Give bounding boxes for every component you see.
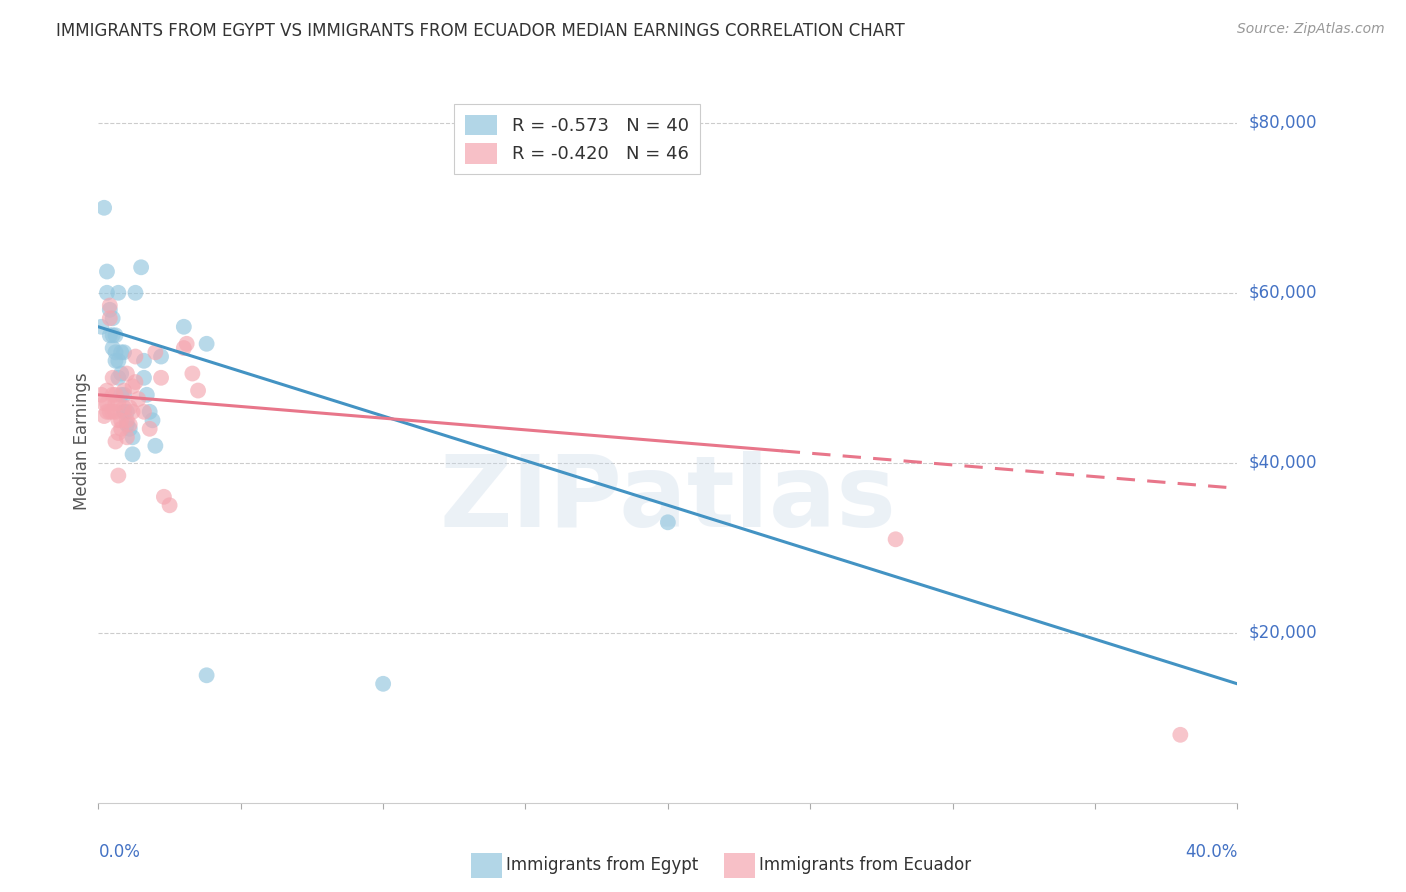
Point <box>195 668 218 682</box>
Point <box>104 345 127 359</box>
Point <box>118 422 141 436</box>
Point <box>93 396 115 410</box>
Point <box>90 388 112 402</box>
Point <box>112 405 135 419</box>
Point <box>96 396 118 410</box>
Point <box>104 434 127 449</box>
Point <box>173 341 195 355</box>
Point <box>153 490 176 504</box>
Point <box>124 350 146 364</box>
Point <box>98 302 121 317</box>
Text: IMMIGRANTS FROM EGYPT VS IMMIGRANTS FROM ECUADOR MEDIAN EARNINGS CORRELATION CHA: IMMIGRANTS FROM EGYPT VS IMMIGRANTS FROM… <box>56 22 905 40</box>
Point <box>98 328 121 343</box>
Point <box>101 388 124 402</box>
Point <box>657 516 679 530</box>
Point <box>145 345 167 359</box>
Point <box>132 353 155 368</box>
Point <box>107 413 129 427</box>
Point <box>115 405 138 419</box>
Point <box>96 384 118 398</box>
Point <box>93 201 115 215</box>
Point <box>104 353 127 368</box>
Point <box>121 405 143 419</box>
Point <box>135 388 157 402</box>
Point <box>112 388 135 402</box>
Point <box>107 468 129 483</box>
Text: Immigrants from Ecuador: Immigrants from Ecuador <box>759 856 972 874</box>
Point <box>118 401 141 415</box>
Text: $20,000: $20,000 <box>1249 624 1317 642</box>
Point <box>121 447 143 461</box>
Legend: R = -0.573   N = 40, R = -0.420   N = 46: R = -0.573 N = 40, R = -0.420 N = 46 <box>454 103 700 174</box>
Point <box>121 379 143 393</box>
Text: 0.0%: 0.0% <box>98 843 141 861</box>
Point <box>110 345 132 359</box>
Point <box>96 264 118 278</box>
Point <box>132 405 155 419</box>
Text: Source: ZipAtlas.com: Source: ZipAtlas.com <box>1237 22 1385 37</box>
Point <box>104 388 127 402</box>
Point <box>132 371 155 385</box>
Point <box>373 677 395 691</box>
Point <box>98 405 121 419</box>
Point <box>104 328 127 343</box>
Point <box>104 405 127 419</box>
Point <box>159 498 181 512</box>
Point <box>107 285 129 300</box>
Point <box>107 425 129 440</box>
Point <box>93 409 115 423</box>
Text: ZIPatlas: ZIPatlas <box>440 450 896 548</box>
Point <box>107 371 129 385</box>
Point <box>101 328 124 343</box>
Point <box>884 533 907 547</box>
Point <box>187 384 209 398</box>
Point <box>127 392 149 406</box>
Point <box>107 396 129 410</box>
Point <box>115 417 138 432</box>
Point <box>138 422 160 436</box>
Point <box>96 405 118 419</box>
Point <box>101 341 124 355</box>
Point <box>104 396 127 410</box>
Point <box>112 345 135 359</box>
Point <box>124 285 146 300</box>
Text: $60,000: $60,000 <box>1249 284 1317 301</box>
Point <box>195 336 218 351</box>
Point <box>1170 728 1192 742</box>
Point <box>121 430 143 444</box>
Text: $40,000: $40,000 <box>1249 454 1317 472</box>
Point <box>150 371 173 385</box>
Y-axis label: Median Earnings: Median Earnings <box>73 373 91 510</box>
Point <box>110 413 132 427</box>
Point <box>173 319 195 334</box>
Point <box>112 384 135 398</box>
Point <box>150 350 173 364</box>
Text: $80,000: $80,000 <box>1249 114 1317 132</box>
Text: 40.0%: 40.0% <box>1185 843 1237 861</box>
Point <box>110 367 132 381</box>
Point <box>138 405 160 419</box>
Point <box>181 367 204 381</box>
Point <box>96 285 118 300</box>
Point <box>101 405 124 419</box>
Point <box>110 388 132 402</box>
Point <box>129 260 152 275</box>
Point <box>118 417 141 432</box>
Point <box>110 422 132 436</box>
Text: Immigrants from Egypt: Immigrants from Egypt <box>506 856 699 874</box>
Point <box>176 336 198 351</box>
Point <box>115 413 138 427</box>
Point <box>141 413 163 427</box>
Point <box>115 367 138 381</box>
Point <box>124 375 146 389</box>
Point <box>98 299 121 313</box>
Point <box>115 430 138 444</box>
Point <box>101 371 124 385</box>
Point <box>90 319 112 334</box>
Point <box>101 311 124 326</box>
Point <box>107 353 129 368</box>
Point <box>98 311 121 326</box>
Point <box>112 401 135 415</box>
Point <box>145 439 167 453</box>
